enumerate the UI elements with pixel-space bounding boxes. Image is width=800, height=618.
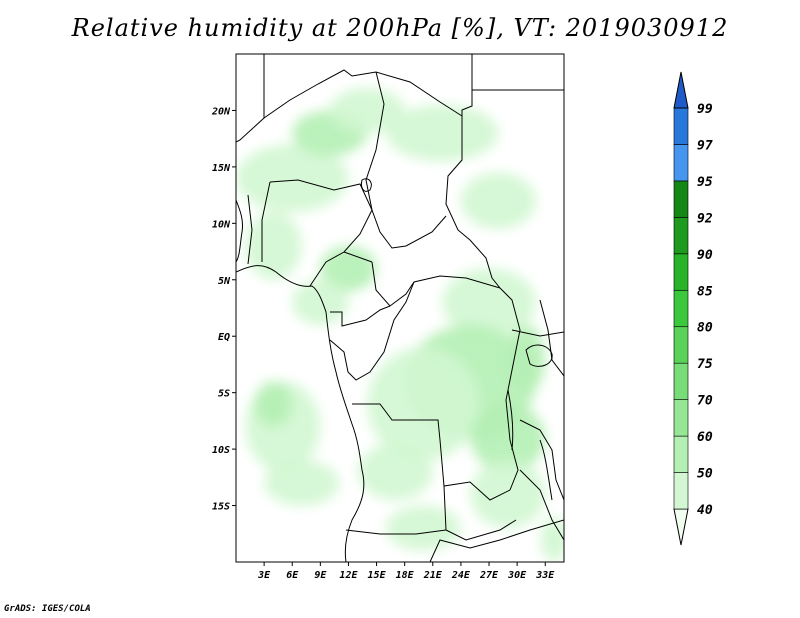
colorbar-box	[673, 435, 689, 473]
y-tick-label: 10S	[212, 445, 230, 456]
border-ghana	[247, 194, 253, 265]
border-kenya	[539, 299, 564, 377]
x-tick-label: 15E	[368, 570, 387, 581]
coastline	[236, 265, 365, 562]
humidity-region-17	[385, 505, 461, 551]
humidity-region-8	[442, 268, 536, 337]
humidity-region-14	[254, 381, 293, 427]
west-coast	[236, 199, 243, 263]
colorbar-box	[673, 362, 689, 400]
y-tick-label: 5N	[218, 276, 231, 287]
border-tanzania	[519, 419, 564, 501]
border-niger-chad	[365, 71, 385, 211]
y-tick-label: 15N	[212, 163, 231, 174]
border-chad-sudan	[445, 116, 501, 289]
x-tick-label: 6E	[286, 570, 299, 581]
colorbar-label: 95	[697, 175, 713, 190]
colorbar-label: 70	[697, 394, 713, 409]
lake-chad	[361, 178, 372, 192]
humidity-region-10	[367, 347, 480, 461]
x-tick-label: 30E	[507, 570, 527, 581]
border-east-lakes	[511, 329, 564, 337]
grads-credit: GrADS: IGES/COLA	[4, 604, 91, 614]
x-tick-label: 27E	[479, 570, 499, 581]
border-drc-east	[499, 287, 521, 491]
border-car-north	[371, 209, 447, 249]
colorbar-label: 85	[697, 284, 713, 299]
colorbar-box	[673, 326, 689, 364]
x-tick-label: 33E	[535, 570, 555, 581]
x-tick-label: 21E	[423, 570, 443, 581]
y-tick-label: 15S	[212, 502, 230, 513]
y-tick-label: 10N	[212, 219, 231, 230]
border-benin	[261, 181, 271, 262]
lake-malawi	[539, 439, 553, 501]
border-angola-namibia	[345, 529, 447, 535]
colorbar-box	[673, 180, 689, 218]
colorbar-label: 40	[697, 503, 713, 518]
border-drc-south	[352, 403, 511, 501]
humidity-region-0	[236, 144, 349, 213]
x-tick-label: 18E	[396, 570, 415, 581]
y-tick-label: EQ	[218, 332, 230, 343]
country-boundaries	[236, 54, 564, 562]
humidity-field	[236, 87, 564, 562]
colorbar-label: 92	[697, 211, 713, 226]
border-cameroon	[371, 261, 501, 307]
border-mozambique	[519, 469, 564, 541]
lake-victoria	[525, 344, 553, 367]
colorbar-label: 50	[697, 467, 713, 482]
humidity-region-4	[460, 172, 536, 229]
colorbar-label: 80	[697, 321, 713, 336]
border-gabon	[329, 281, 415, 381]
x-tick-label: 24E	[451, 570, 471, 581]
humidity-region-16	[357, 443, 433, 500]
border-southern	[429, 519, 564, 562]
border-niger-libya	[263, 69, 463, 119]
humidity-region-2	[329, 87, 405, 134]
border-cameroon-west	[343, 251, 373, 263]
x-tick-label: 3E	[257, 570, 271, 581]
colorbar-label: 90	[697, 248, 713, 263]
colorbar-box	[673, 107, 689, 145]
colorbar-label: 99	[697, 102, 713, 117]
border-angola-zambia	[443, 485, 517, 541]
border-congo	[330, 305, 391, 327]
humidity-region-18	[507, 324, 546, 393]
humidity-region-3	[385, 104, 499, 162]
humidity-region-11	[470, 403, 546, 472]
x-tick-label: 12E	[339, 570, 358, 581]
colorbar-box	[673, 253, 689, 291]
humidity-region-15	[264, 460, 340, 506]
y-tick-label: 5S	[218, 389, 230, 400]
humidity-region-7	[292, 279, 349, 325]
colorbar-label: 97	[697, 138, 713, 153]
humidity-region-5	[245, 212, 302, 280]
border-libya-egypt	[461, 54, 473, 116]
colorbar-box	[673, 144, 689, 182]
colorbar-min-arrow	[673, 508, 689, 546]
colorbar-max-arrow	[673, 71, 689, 109]
humidity-region-12	[470, 460, 546, 529]
border-north	[236, 54, 265, 143]
colorbar-box	[673, 472, 689, 510]
y-axis: 20N 15N 10N 5N EQ 5S 10S 15S	[211, 106, 236, 513]
colorbar-box	[673, 399, 689, 437]
colorbar-label: 60	[697, 430, 713, 445]
lake-tanganyika	[507, 389, 514, 451]
map-frame	[235, 53, 565, 563]
colorbar-label: 75	[697, 357, 713, 372]
y-tick-label: 20N	[211, 106, 231, 117]
colorbar: 40 50 60 70 75 80 85 90 92 95 97 99	[673, 71, 713, 546]
colorbar-box	[673, 217, 689, 255]
humidity-region-19	[540, 516, 564, 562]
x-tick-label: 9E	[314, 570, 327, 581]
x-axis: 3E 6E 9E 12E 15E 18E 21E 24E 27E 30E 33E	[257, 562, 555, 581]
colorbar-box	[673, 289, 689, 328]
map-title: Relative humidity at 200hPa [%], VT: 201…	[71, 14, 729, 42]
